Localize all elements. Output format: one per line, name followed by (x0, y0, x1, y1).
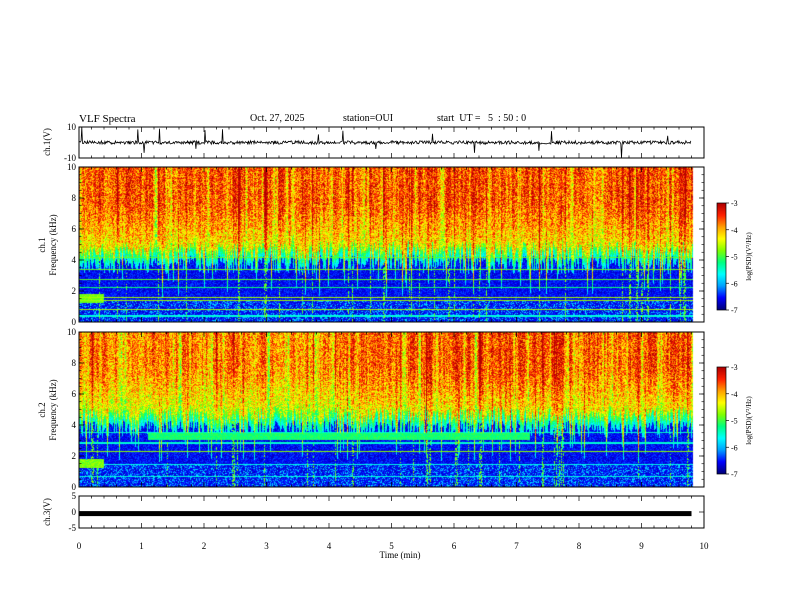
x-tick-label: 3 (264, 541, 269, 551)
figure-date: Oct. 27, 2025 (250, 113, 305, 124)
ch2-spectrogram-ylabel: ch.2Frequency (kHz) (37, 379, 58, 440)
ch2-spectrogram-ylabel-line: ch.2 (37, 402, 47, 417)
colorbar-tick-label: -6 (731, 279, 738, 288)
x-tick-label: 4 (327, 541, 332, 551)
x-tick-label: 2 (202, 541, 207, 551)
y-tick-label: 10 (67, 327, 77, 337)
y-tick-label: 0 (72, 317, 77, 327)
ch1-waveform-line (78, 126, 692, 159)
colorbar-tick-label: -4 (731, 390, 738, 399)
y-tick-label: 8 (72, 358, 77, 368)
y-tick-label: 5 (72, 491, 77, 501)
colorbar-tick-label: -5 (731, 417, 738, 426)
x-tick-label: 8 (577, 541, 582, 551)
ch2-spectrogram-ylabel-line: Frequency (kHz) (48, 379, 58, 440)
y-tick-label: 10 (67, 162, 77, 172)
y-tick-label: 6 (72, 389, 77, 399)
x-tick-label: 10 (700, 541, 710, 551)
figure-start-time: start UT = 5 : 50 : 0 (437, 113, 527, 124)
ch1-waveform-ylabel-line: ch.1(V) (42, 128, 52, 156)
ch2-colorbar-image (717, 367, 726, 474)
colorbar-tick-label: -3 (731, 199, 738, 208)
x-tick-label: 5 (389, 541, 394, 551)
x-tick-label: 7 (514, 541, 519, 551)
y-tick-label: 8 (72, 193, 77, 203)
ch1-waveform-ylabel: ch.1(V) (42, 128, 52, 156)
ch3-waveform-ylabel-line: ch.3(V) (42, 498, 52, 526)
figure-station: station=OUI (343, 113, 394, 124)
colorbar-tick-label: -6 (731, 443, 738, 452)
y-tick-label: 0 (72, 507, 77, 517)
y-tick-label: -5 (69, 523, 77, 533)
figure-title: VLF Spectra (79, 113, 136, 125)
axes-overlay: 10-100246810024681050-5ch.1(V)ch.1Freque… (37, 122, 753, 560)
y-tick-label: 2 (72, 286, 77, 296)
colorbar-label-1: log(PSD)(V²/Hz) (745, 232, 753, 281)
y-tick-label: 0 (72, 482, 77, 492)
ch1-colorbar-image (717, 203, 726, 310)
ch1-spectrogram-ylabel-line: ch.1 (37, 237, 47, 252)
ch3-waveform-ylabel: ch.3(V) (42, 498, 52, 526)
ch1-spectrogram-ylabel-line: Frequency (kHz) (48, 214, 58, 275)
colorbar-tick-label: -5 (731, 253, 738, 262)
x-tick-label: 9 (639, 541, 644, 551)
ch1-spectrogram-image (79, 167, 704, 322)
x-tick-label: 1 (139, 541, 144, 551)
colorbar-label-2: log(PSD)(V²/Hz) (745, 396, 753, 445)
colorbar-tick-label: -4 (731, 226, 738, 235)
y-tick-label: 4 (72, 420, 77, 430)
colorbar-tick-label: -7 (731, 470, 738, 479)
y-tick-label: 10 (67, 122, 77, 132)
colorbar-tick-label: -3 (731, 363, 738, 372)
y-tick-label: 2 (72, 451, 77, 461)
y-tick-label: -10 (64, 153, 76, 163)
x-tick-label: 0 (77, 541, 82, 551)
y-tick-label: 4 (72, 255, 77, 265)
ch2-spectrogram-image (79, 332, 704, 487)
x-tick-label: 6 (452, 541, 457, 551)
colorbar-tick-label: -7 (731, 306, 738, 315)
y-tick-label: 6 (72, 224, 77, 234)
ch1-spectrogram-ylabel: ch.1Frequency (kHz) (37, 214, 58, 275)
ch3-waveform-line (79, 511, 692, 517)
x-axis-label: Time (min) (380, 550, 421, 560)
